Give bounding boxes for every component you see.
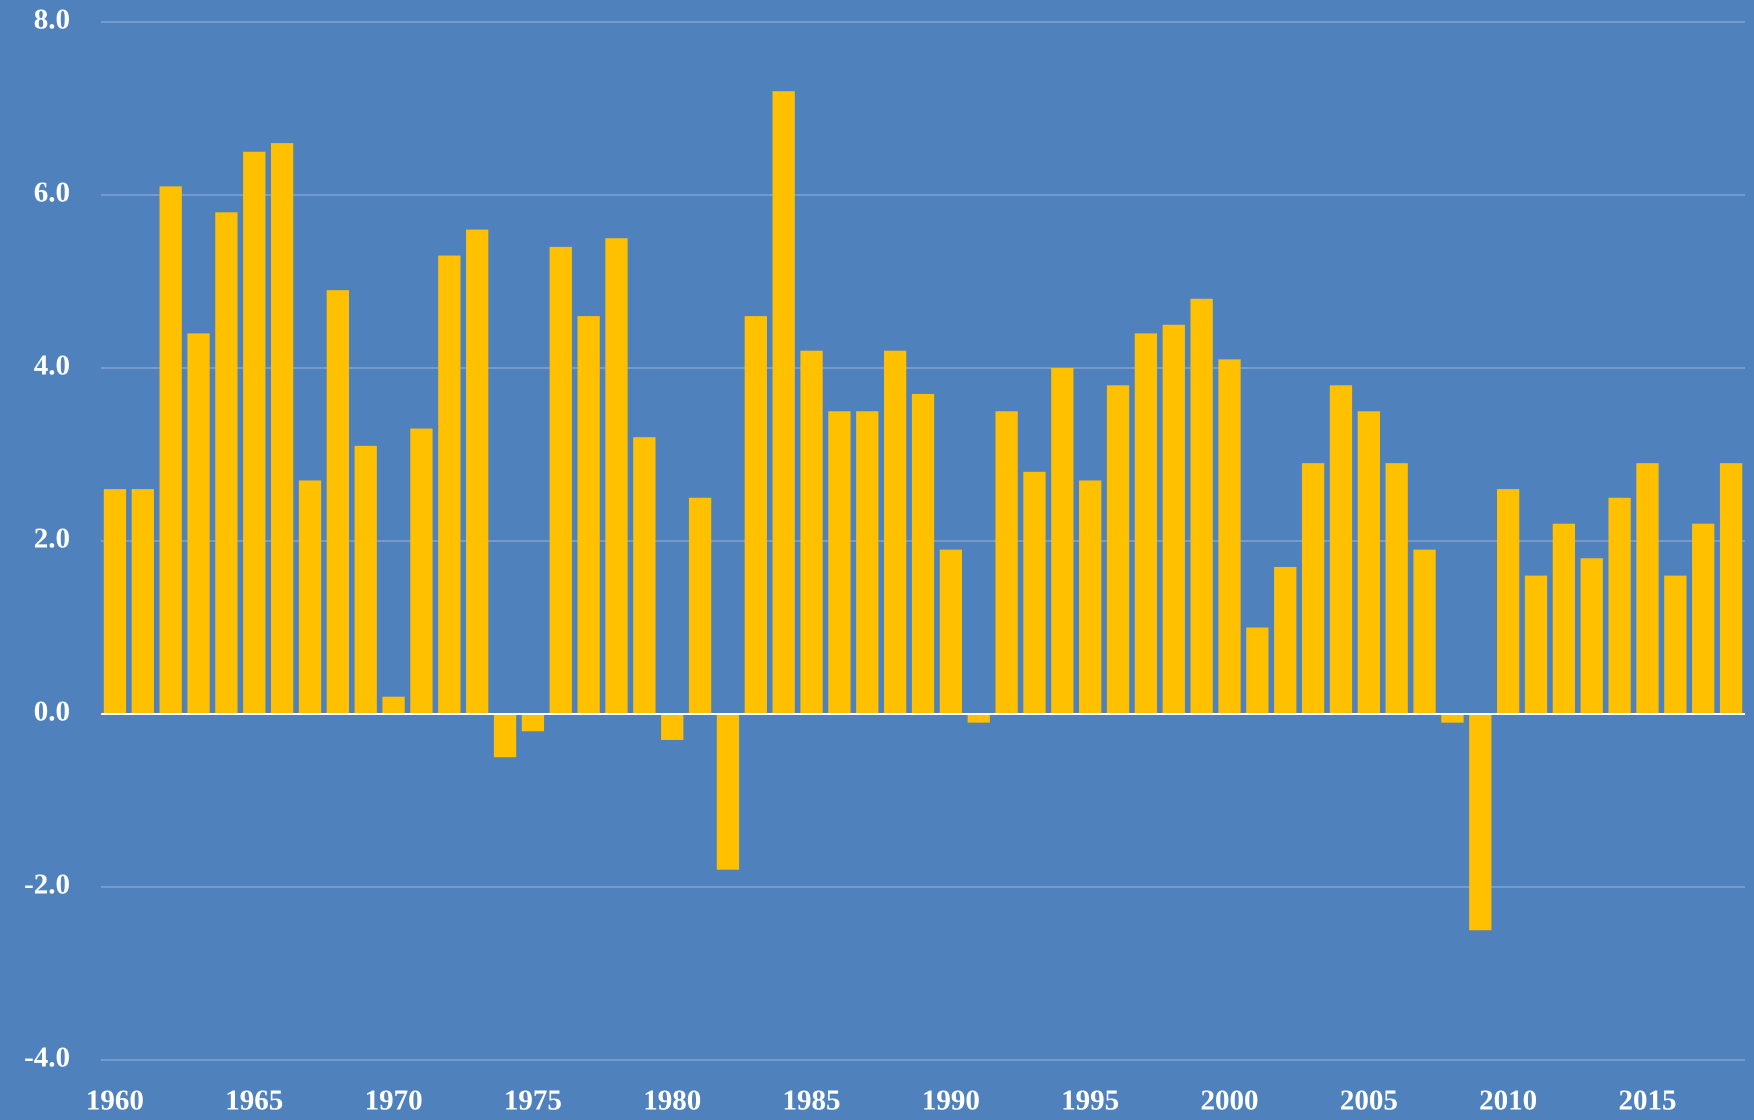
bar	[828, 411, 851, 714]
x-tick-label: 1980	[643, 1085, 701, 1117]
bar	[1552, 523, 1576, 714]
bar	[605, 238, 628, 714]
bar	[1385, 463, 1408, 714]
bar	[521, 714, 545, 732]
x-tick-label: 1970	[365, 1085, 423, 1117]
bar	[1329, 385, 1353, 714]
bar	[382, 696, 405, 714]
bar	[1524, 575, 1548, 714]
y-tick-label: 4.0	[34, 350, 70, 382]
y-tick-label: -4.0	[24, 1042, 70, 1074]
bar	[1497, 489, 1520, 714]
bar	[661, 714, 684, 740]
bar	[103, 489, 127, 714]
bar	[298, 480, 322, 714]
bar	[410, 428, 433, 714]
bar	[800, 350, 823, 714]
bar	[1664, 575, 1687, 714]
bar	[995, 411, 1018, 714]
bar	[493, 714, 517, 758]
bar	[270, 143, 294, 715]
bar	[243, 151, 266, 714]
bar	[883, 350, 907, 714]
x-tick-label: 1990	[922, 1085, 980, 1117]
bar	[159, 186, 182, 715]
bar	[1301, 463, 1325, 714]
bar	[1079, 480, 1102, 714]
y-tick-label: 6.0	[34, 177, 70, 209]
bar	[688, 497, 712, 714]
bar	[1190, 298, 1213, 714]
bar	[1274, 566, 1297, 714]
bar	[939, 549, 963, 714]
bar	[549, 246, 572, 714]
bar	[1051, 368, 1074, 714]
bar	[1413, 549, 1436, 714]
y-tick-label: 0.0	[34, 696, 70, 728]
bar	[744, 316, 767, 714]
bar	[1106, 385, 1130, 714]
bar	[633, 437, 656, 714]
bar	[1719, 463, 1743, 714]
x-tick-label: 1985	[783, 1085, 841, 1117]
bar	[856, 411, 879, 714]
bar	[215, 212, 238, 715]
bar	[438, 255, 461, 715]
y-tick-label: 2.0	[34, 523, 70, 555]
bar	[1469, 714, 1492, 931]
bar	[1023, 471, 1046, 714]
bar	[1218, 359, 1241, 714]
bar	[1608, 497, 1631, 714]
x-tick-label: 2000	[1201, 1085, 1259, 1117]
y-tick-label: 8.0	[34, 4, 70, 36]
bar	[131, 489, 154, 714]
bar	[716, 714, 740, 870]
bar	[1162, 324, 1185, 714]
bar	[772, 91, 795, 714]
bar	[1246, 627, 1269, 714]
x-tick-label: 1995	[1061, 1085, 1119, 1117]
x-tick-label: 1960	[86, 1085, 144, 1117]
bar	[577, 316, 600, 714]
bar	[466, 229, 489, 714]
bar	[187, 333, 210, 714]
x-tick-label: 1965	[225, 1085, 283, 1117]
bar	[1692, 523, 1715, 714]
x-tick-label: 1975	[504, 1085, 562, 1117]
bar	[326, 290, 349, 714]
x-tick-label: 2015	[1618, 1085, 1676, 1117]
bar	[967, 714, 990, 723]
bar	[354, 445, 377, 714]
bar	[1134, 333, 1158, 714]
bar	[911, 393, 935, 714]
x-tick-label: 2010	[1479, 1085, 1537, 1117]
y-tick-label: -2.0	[24, 869, 70, 901]
bar	[1441, 714, 1464, 723]
bar	[1580, 558, 1603, 714]
bar	[1636, 463, 1659, 714]
bar	[1357, 411, 1380, 714]
x-tick-label: 2005	[1340, 1085, 1398, 1117]
